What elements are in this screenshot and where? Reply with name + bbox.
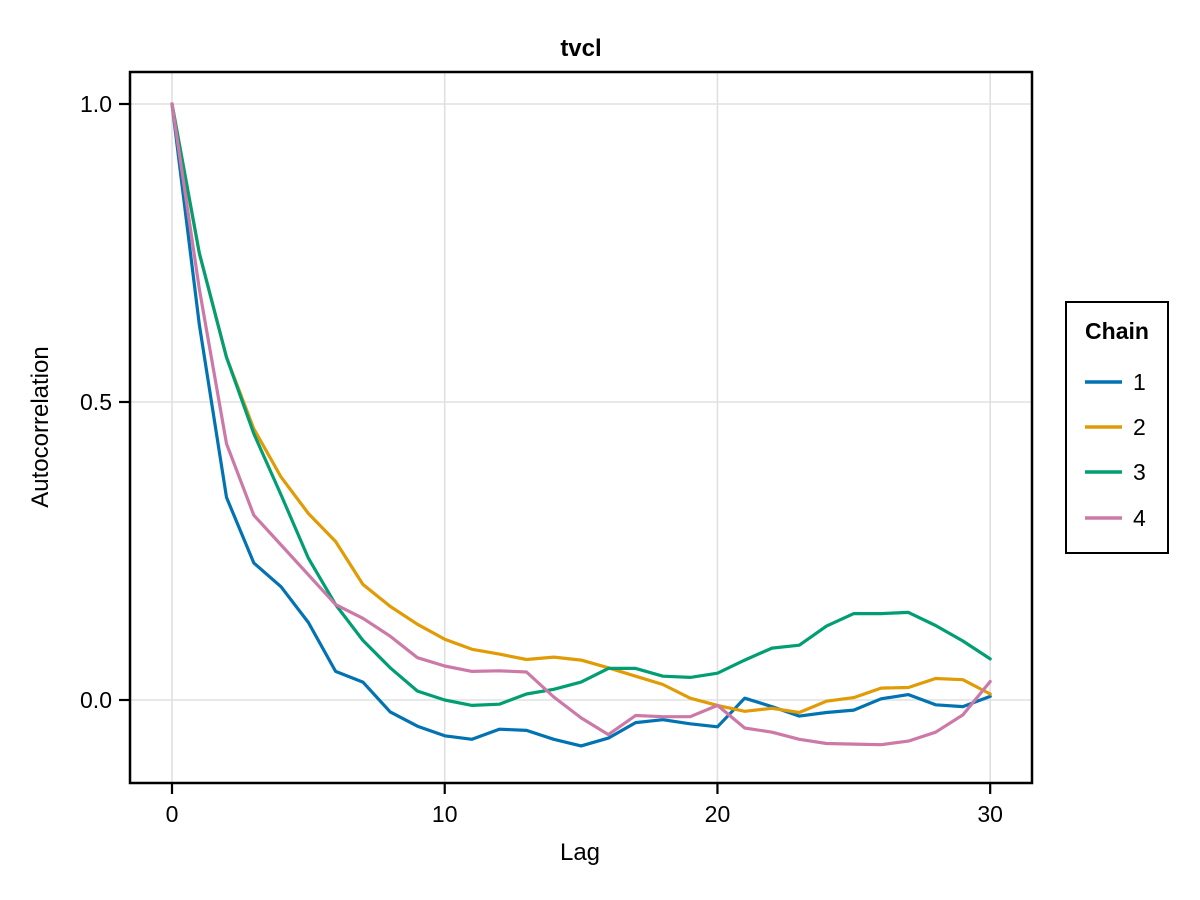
x-axis-label: Lag: [560, 839, 600, 866]
series-line-chain-3: [170, 102, 992, 708]
legend-entry-label-3: 3: [1133, 459, 1146, 485]
legend-entry-label-1: 1: [1133, 369, 1146, 395]
plot-frame: [128, 70, 1034, 785]
y-tick-label: 0.0: [80, 687, 112, 713]
legend-entries: 1 2 3 4: [1085, 369, 1146, 531]
series-line-chain-4: [170, 102, 992, 747]
y-axis-label: Autocorrelation: [27, 346, 54, 507]
y-tick-label: 0.5: [80, 389, 112, 415]
x-tick-label: 30: [977, 801, 1003, 827]
grid-layer: [130, 72, 1032, 783]
legend-entry-label-4: 4: [1133, 505, 1146, 531]
legend-entry-label-2: 2: [1133, 414, 1146, 440]
x-tick-label: 20: [705, 801, 731, 827]
legend: Chain 1 2 3 4: [1065, 301, 1169, 554]
tick-layer: 0 10 20 30 1.0 0.5 0.0: [80, 91, 1003, 827]
figure-title: tvcl: [560, 35, 601, 62]
series-layer: [170, 102, 992, 748]
y-tick-label: 1.0: [80, 91, 112, 117]
series-line-chain-1: [170, 102, 992, 748]
series-line-chain-2: [170, 102, 992, 715]
legend-title: Chain: [1085, 318, 1149, 344]
x-tick-label: 0: [166, 801, 179, 827]
x-tick-label: 10: [432, 801, 458, 827]
